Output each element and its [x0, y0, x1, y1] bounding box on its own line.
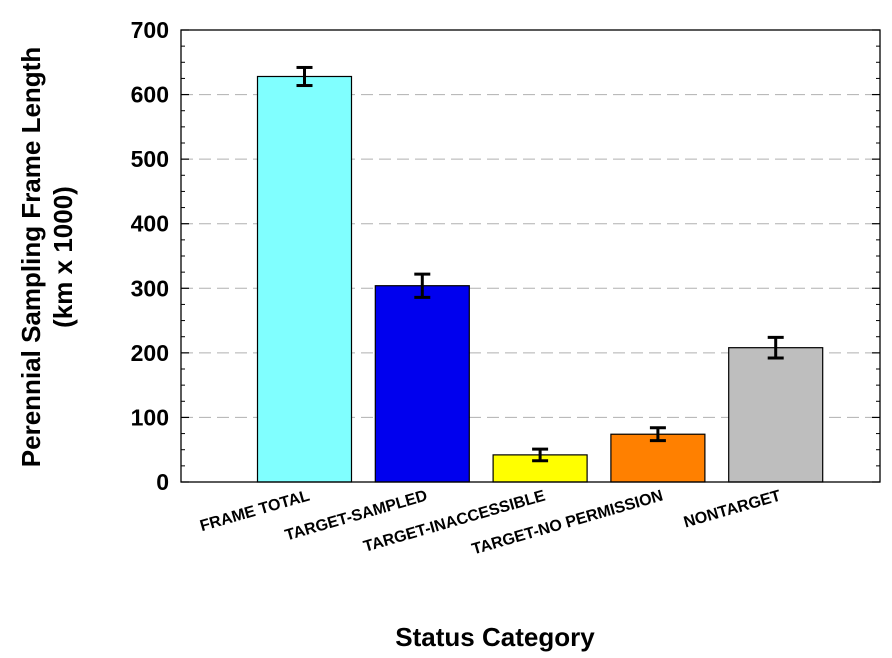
bar [610, 433, 706, 483]
bar [728, 347, 824, 483]
x-tick-label: TARGET-NO PERMISSION [470, 488, 665, 559]
y-tick-label: 500 [131, 146, 169, 172]
y-axis-title-line1: Perennial Sampling Frame Length [16, 47, 46, 467]
error-bars [296, 65, 784, 463]
y-tick-label: 0 [156, 469, 169, 495]
y-axis-ticks: 0 100 200 300 400 500 600 700 [131, 17, 880, 495]
x-axis-category-labels: FRAME TOTALTARGET-SAMPLEDTARGET-INACCESS… [198, 487, 783, 558]
y-tick-label: 200 [131, 340, 169, 366]
bar [256, 75, 353, 483]
x-axis-title: Status Category [395, 622, 595, 652]
x-tick-label: NONTARGET [682, 487, 783, 531]
y-axis-title-line2: (km x 1000) [48, 186, 78, 328]
bars [256, 75, 824, 483]
y-tick-label: 300 [131, 275, 169, 301]
y-tick-label: 100 [131, 404, 169, 430]
y-tick-label: 700 [131, 17, 169, 43]
y-tick-label: 400 [131, 211, 169, 237]
y-tick-label: 600 [131, 82, 169, 108]
bar [374, 285, 470, 483]
